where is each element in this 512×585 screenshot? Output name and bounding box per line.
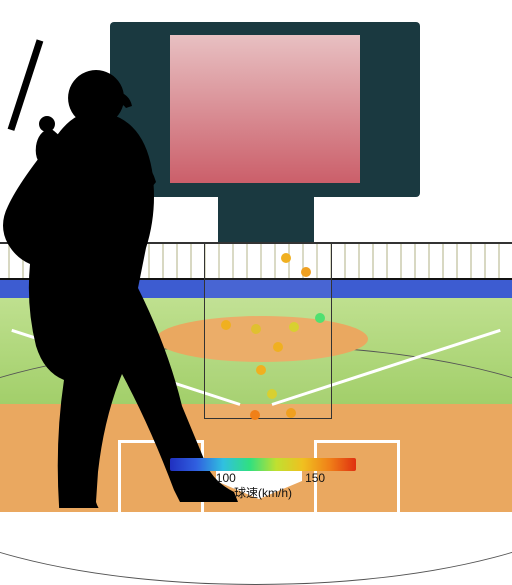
legend-tick: 100	[216, 471, 236, 485]
pitch-marker	[315, 313, 325, 323]
pitch-marker	[289, 322, 299, 332]
pitch-marker	[281, 253, 291, 263]
pitch-marker	[286, 408, 296, 418]
legend-tick: 150	[305, 471, 325, 485]
speed-legend: 100 150 球速(km/h)	[170, 458, 356, 502]
pitch-marker	[273, 342, 283, 352]
batter-silhouette	[0, 38, 260, 508]
legend-gradient	[170, 458, 356, 471]
pitch-location-chart: 100 150 球速(km/h)	[0, 0, 512, 512]
legend-axis-label: 球速(km/h)	[170, 484, 356, 501]
pitch-marker	[301, 267, 311, 277]
pitch-marker	[267, 389, 277, 399]
legend-ticks: 100 150	[170, 471, 356, 485]
